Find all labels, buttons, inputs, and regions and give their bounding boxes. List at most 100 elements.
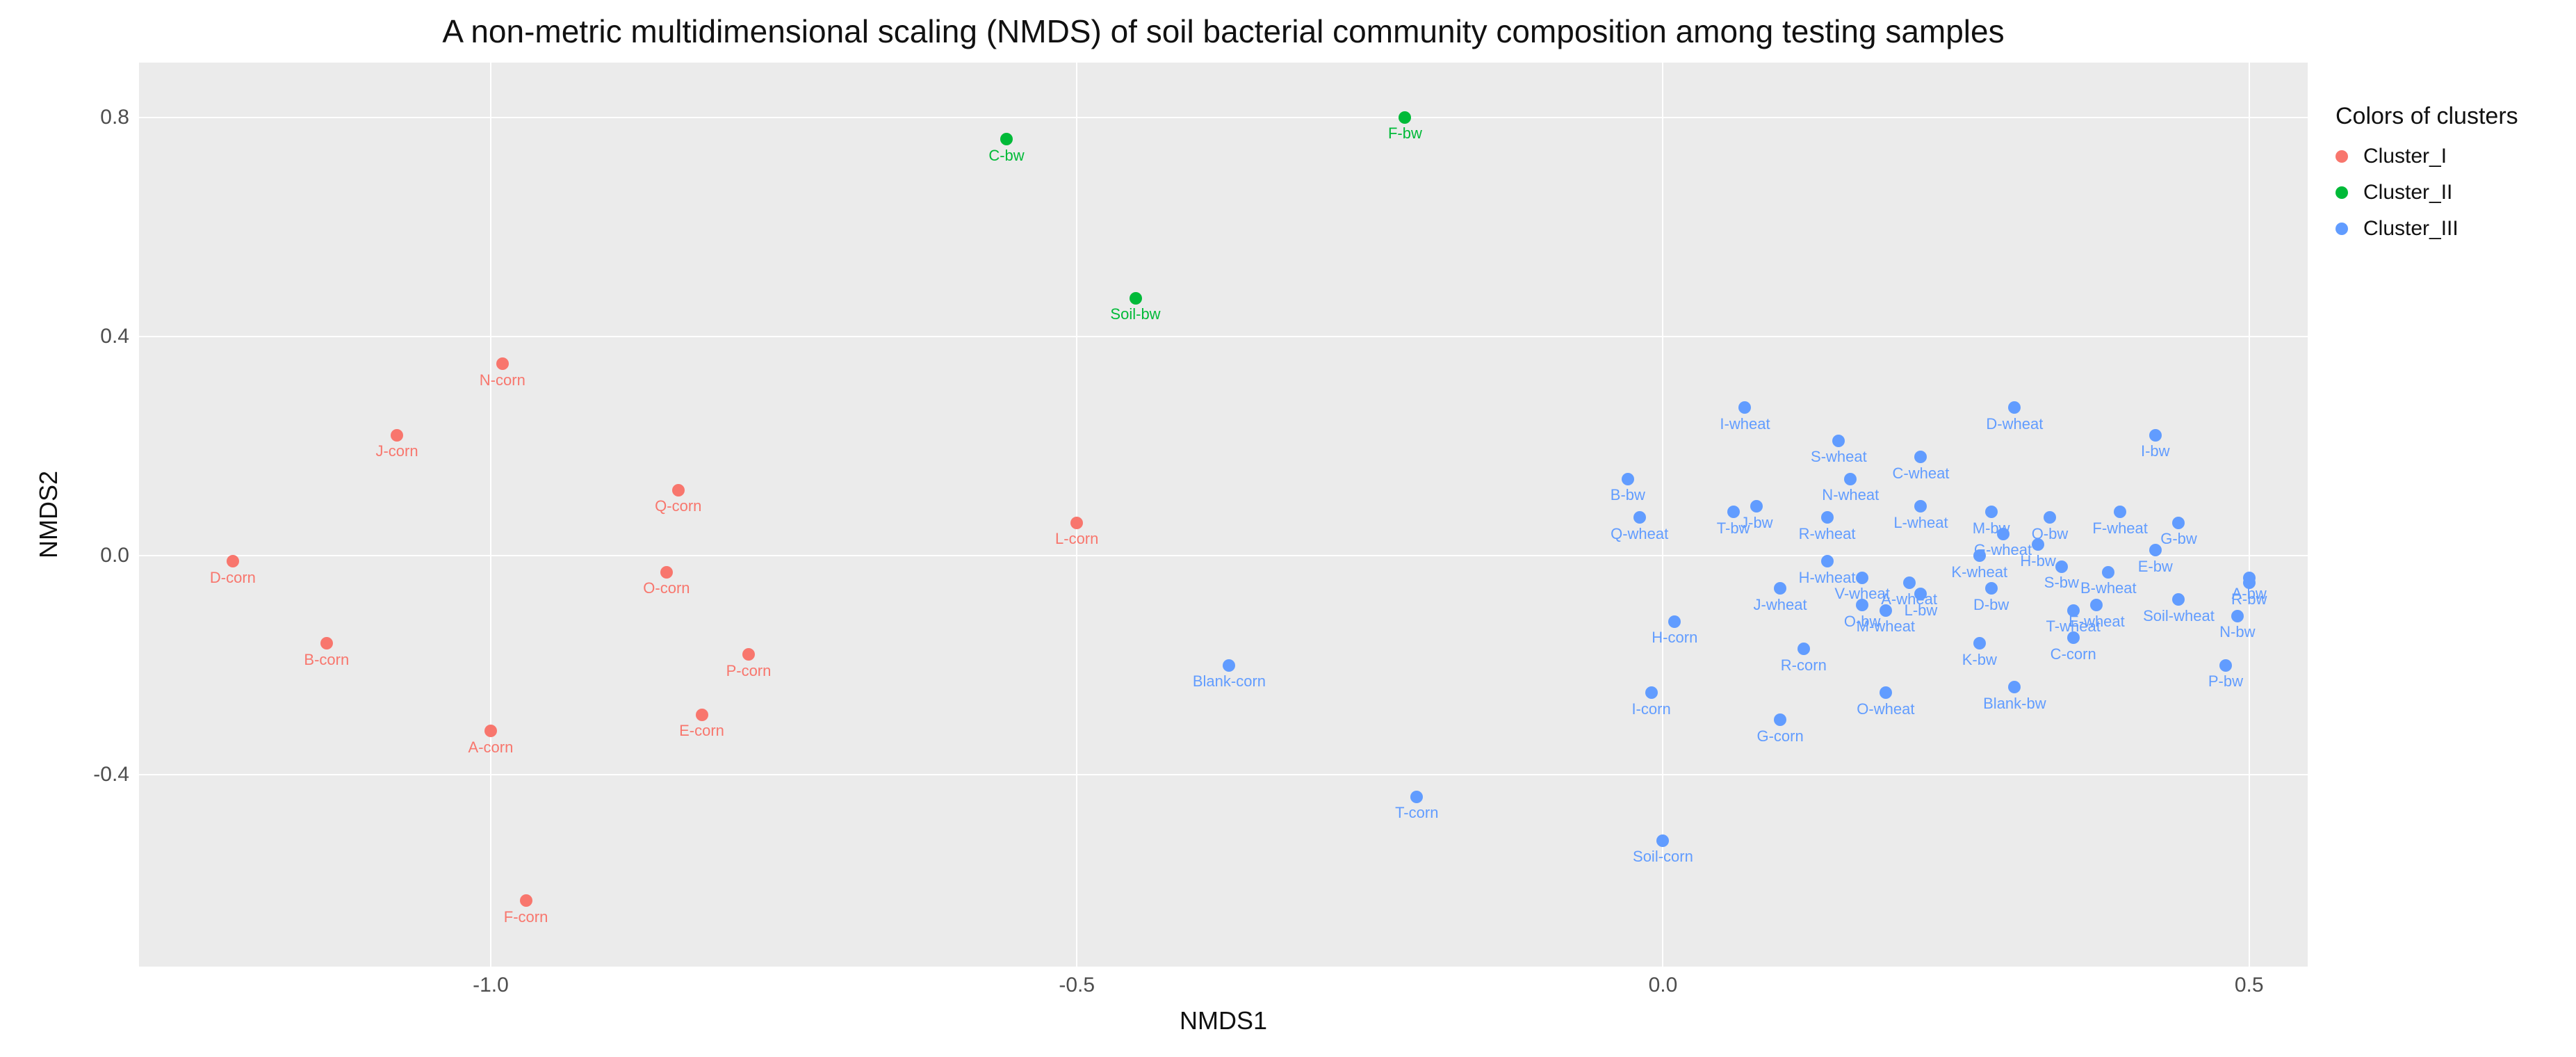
scatter-point (1774, 582, 1786, 595)
scatter-point-label: S-bw (2044, 575, 2079, 590)
scatter-point-label: F-wheat (2092, 521, 2147, 536)
scatter-point-label: D-corn (210, 570, 256, 586)
scatter-point (1223, 659, 1235, 672)
scatter-point-label: E-corn (679, 723, 724, 739)
scatter-point-label: Q-wheat (1611, 526, 1668, 542)
scatter-point-label: D-wheat (1986, 417, 2043, 432)
scatter-point (1000, 133, 1013, 145)
scatter-point-label: K-bw (1962, 652, 1997, 668)
scatter-point-label: B-bw (1611, 487, 1645, 503)
scatter-point (520, 894, 532, 907)
scatter-point-label: C-bw (988, 148, 1024, 163)
scatter-point (2219, 659, 2232, 672)
grid-line-horizontal (139, 774, 2308, 775)
scatter-point (1633, 511, 1646, 524)
scatter-point-label: M-wheat (1857, 619, 1915, 634)
grid-line-horizontal (139, 117, 2308, 118)
y-axis-title: NMDS2 (36, 471, 61, 558)
legend-label: Cluster_III (2363, 218, 2459, 239)
scatter-point-label: Blank-corn (1193, 674, 1266, 689)
scatter-point (1856, 572, 1868, 584)
legend: Colors of clusters Cluster_I Cluster_II Cl… (2335, 104, 2518, 255)
chart-title: A non-metric multidimensional scaling (N… (442, 14, 2004, 49)
scatter-point (2090, 599, 2103, 611)
scatter-point (2008, 681, 2021, 693)
nmds-scatter-chart: A non-metric multidimensional scaling (N… (0, 0, 2576, 1057)
scatter-point-label: S-wheat (1811, 449, 1867, 465)
y-tick-label: -0.4 (93, 764, 129, 785)
scatter-point-label: H-bw (2020, 554, 2055, 569)
legend-swatch-icon (2335, 223, 2348, 235)
scatter-point (1750, 500, 1763, 513)
scatter-point-label: L-wheat (1893, 515, 1948, 531)
scatter-point-label: N-corn (480, 373, 525, 388)
grid-line-vertical (1662, 63, 1663, 967)
y-tick-label: 0.8 (100, 107, 129, 128)
scatter-point (1622, 473, 1634, 485)
scatter-point-label: Q-corn (655, 499, 701, 514)
scatter-point-label: H-corn (1652, 630, 1697, 645)
scatter-point (1798, 643, 1810, 655)
scatter-point-label: E-wheat (2069, 614, 2125, 629)
scatter-point-label: F-bw (1388, 126, 1422, 141)
scatter-point-label: I-corn (1631, 702, 1670, 717)
legend-title: Colors of clusters (2335, 104, 2518, 128)
scatter-point-label: G-bw (2160, 531, 2197, 547)
x-tick-label: 0.0 (1649, 975, 1678, 996)
x-axis-title: NMDS1 (1180, 1008, 1267, 1033)
scatter-point (1985, 506, 1998, 518)
scatter-point-label: Soil-bw (1110, 307, 1160, 322)
scatter-point-label: G-corn (1756, 729, 1803, 744)
scatter-point (2231, 610, 2244, 622)
scatter-point (2055, 560, 2068, 573)
scatter-point-label: O-corn (643, 581, 690, 596)
scatter-point-label: T-corn (1395, 805, 1438, 821)
legend-label: Cluster_II (2363, 182, 2452, 203)
scatter-point-label: Soil-wheat (2143, 608, 2215, 624)
legend-label: Cluster_I (2363, 146, 2447, 167)
x-tick-label: -0.5 (1059, 975, 1095, 996)
scatter-point (1645, 686, 1658, 699)
scatter-point (484, 725, 497, 737)
scatter-point-label: Soil-corn (1633, 849, 1693, 864)
x-tick-label: 0.5 (2235, 975, 2264, 996)
scatter-point (1985, 582, 1998, 595)
scatter-point-label: E-bw (2138, 559, 2173, 574)
scatter-point-label: F-corn (504, 910, 548, 925)
scatter-point-label: D-bw (1973, 597, 2009, 613)
scatter-point (227, 555, 239, 567)
scatter-point (1914, 451, 1927, 463)
legend-item: Cluster_III (2335, 218, 2518, 239)
scatter-point (1880, 686, 1892, 699)
scatter-point (1656, 834, 1669, 847)
scatter-point (2243, 576, 2256, 589)
scatter-point-label: I-bw (2141, 444, 2170, 459)
scatter-point (672, 484, 685, 497)
plot-panel: D-cornJ-cornB-cornN-cornA-cornF-cornQ-co… (139, 63, 2308, 967)
x-tick-label: -1.0 (473, 975, 509, 996)
legend-swatch-icon (2335, 186, 2348, 199)
scatter-point (391, 429, 403, 442)
scatter-point (1856, 599, 1868, 611)
scatter-point (2149, 429, 2162, 442)
scatter-point (660, 566, 673, 579)
scatter-point (2172, 517, 2185, 529)
scatter-point-label: R-bw (2231, 592, 2267, 607)
scatter-point-label: B-wheat (2080, 581, 2137, 596)
legend-item: Cluster_II (2335, 182, 2518, 203)
scatter-point-label: C-corn (2051, 647, 2096, 662)
grid-line-vertical (490, 63, 491, 967)
y-tick-label: 0.0 (100, 545, 129, 566)
scatter-point (696, 709, 708, 721)
scatter-point-label: Q-bw (2032, 526, 2069, 542)
scatter-point (320, 637, 333, 649)
scatter-point-label: I-wheat (1720, 417, 1770, 432)
scatter-point (1399, 111, 1411, 124)
scatter-point-label: R-wheat (1799, 526, 1856, 542)
scatter-point (1832, 435, 1845, 447)
grid-line-horizontal (139, 336, 2308, 337)
scatter-point-label: Blank-bw (1983, 696, 2046, 711)
scatter-point-label: K-wheat (1951, 565, 2007, 580)
scatter-point (2102, 566, 2114, 579)
scatter-point-label: A-corn (468, 740, 514, 755)
